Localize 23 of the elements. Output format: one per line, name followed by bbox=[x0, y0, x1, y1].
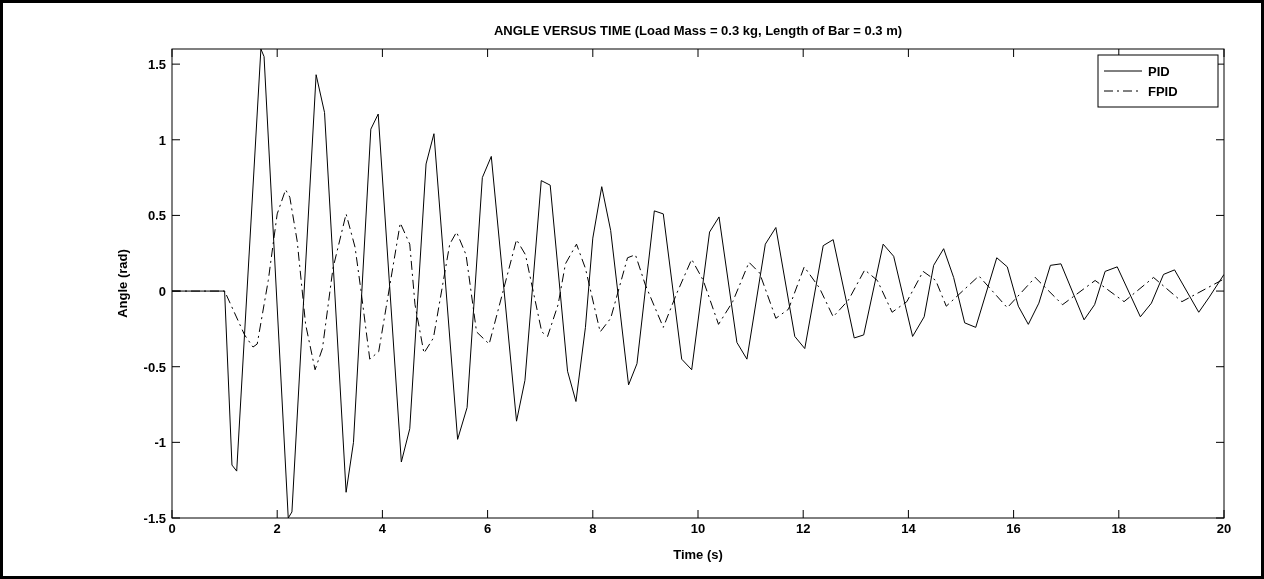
y-tick-label: 1 bbox=[158, 132, 166, 148]
x-tick-label: 18 bbox=[1111, 521, 1127, 536]
x-tick-label: 2 bbox=[273, 521, 281, 536]
x-tick-label: 12 bbox=[795, 521, 811, 536]
y-axis-title: Angle (rad) bbox=[115, 249, 130, 318]
x-tick-label: 10 bbox=[690, 521, 706, 536]
y-tick-label: 0.5 bbox=[147, 208, 166, 224]
chart-title: ANGLE VERSUS TIME (Load Mass = 0.3 kg, Length of Bar = 0.3 m) bbox=[493, 23, 903, 38]
x-tick-label: 6 bbox=[483, 521, 492, 536]
y-tick-label: -0.5 bbox=[143, 359, 166, 375]
y-tick-label: 0 bbox=[158, 284, 166, 300]
x-axis-title: Time (s) bbox=[673, 547, 723, 562]
legend-label: FPID bbox=[1148, 84, 1178, 99]
x-tick-label: 8 bbox=[589, 521, 597, 536]
y-tick-label: -1.5 bbox=[143, 511, 166, 526]
x-tick-label: 14 bbox=[901, 521, 917, 536]
y-tick-label: 1.5 bbox=[147, 57, 166, 73]
x-tick-label: 4 bbox=[378, 521, 387, 536]
x-tick-label: 0 bbox=[168, 521, 176, 536]
y-tick-label: -1 bbox=[154, 435, 166, 451]
x-tick-label: 20 bbox=[1216, 521, 1232, 536]
x-tick-label: 16 bbox=[1006, 521, 1021, 536]
legend-label: PID bbox=[1148, 64, 1170, 79]
